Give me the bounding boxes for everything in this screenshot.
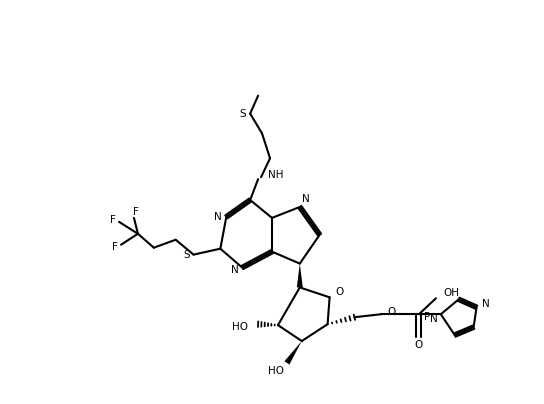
- Text: S: S: [183, 250, 189, 260]
- Polygon shape: [297, 263, 303, 287]
- Text: HO: HO: [232, 322, 248, 332]
- Text: NH: NH: [268, 170, 283, 180]
- Text: N: N: [214, 212, 221, 222]
- Text: O: O: [415, 340, 423, 350]
- Text: OH: OH: [444, 288, 460, 299]
- Text: S: S: [239, 109, 246, 119]
- Text: O: O: [387, 307, 395, 317]
- Polygon shape: [285, 341, 302, 364]
- Text: F: F: [133, 207, 139, 217]
- Text: P: P: [424, 312, 430, 322]
- Text: F: F: [112, 242, 118, 252]
- Text: N: N: [481, 299, 489, 309]
- Text: HO: HO: [268, 366, 284, 376]
- Text: F: F: [110, 215, 116, 225]
- Text: O: O: [336, 287, 344, 297]
- Text: N: N: [232, 265, 239, 275]
- Text: N: N: [430, 314, 438, 324]
- Text: N: N: [302, 194, 310, 204]
